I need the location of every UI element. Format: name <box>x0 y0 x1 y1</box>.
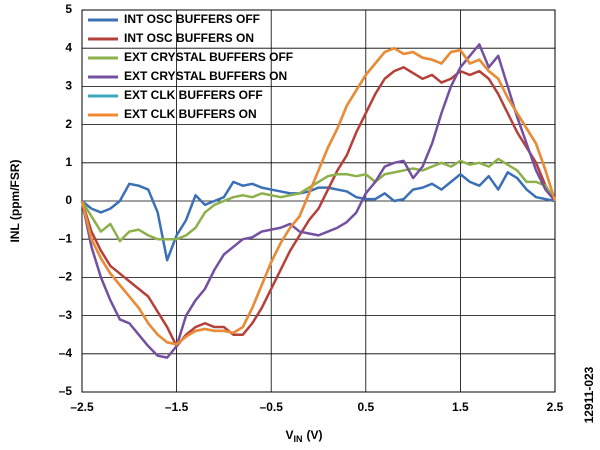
legend-label: EXT CLK BUFFERS ON <box>124 107 257 121</box>
y-tick-label: –5 <box>59 384 73 398</box>
figure-id: 12911-023 <box>582 366 596 423</box>
y-tick-label: 3 <box>65 79 72 93</box>
series-line <box>80 66 557 348</box>
y-tick-label: –3 <box>59 308 73 322</box>
series-line <box>80 46 557 346</box>
y-tick-label: –1 <box>59 231 73 245</box>
x-tick-label: –0.5 <box>260 400 284 414</box>
series-line <box>80 157 557 243</box>
series-line <box>80 43 556 359</box>
legend-label: EXT CRYSTAL BUFFERS ON <box>124 69 287 83</box>
x-tick-label: 1.5 <box>452 400 469 414</box>
y-axis-label: INL (ppm/FSR) <box>8 159 22 242</box>
x-label-main: V <box>285 428 293 442</box>
y-tick-label: 2 <box>65 117 72 131</box>
y-tick-label: 4 <box>65 40 72 54</box>
legend-label: INT OSC BUFFERS ON <box>124 31 254 45</box>
x-tick-label: 2.5 <box>547 400 564 414</box>
series-line <box>81 171 556 262</box>
y-tick-label: 0 <box>65 193 72 207</box>
legend-label: EXT CLK BUFFERS OFF <box>124 88 263 102</box>
legend-label: EXT CRYSTAL BUFFERS OFF <box>124 50 293 64</box>
legend-label: INT OSC BUFFERS OFF <box>124 12 260 26</box>
x-axis-label: VIN (V) <box>285 428 322 444</box>
y-tick-label: 1 <box>65 155 72 169</box>
y-tick-label: –2 <box>59 270 73 284</box>
y-tick-label: 5 <box>65 2 72 16</box>
x-label-subscript: IN <box>294 434 303 444</box>
x-label-unit: (V) <box>307 428 323 442</box>
y-tick-label: –4 <box>59 346 73 360</box>
x-tick-label: –2.5 <box>70 400 94 414</box>
x-tick-label: 0.5 <box>357 400 374 414</box>
x-tick-label: –1.5 <box>165 400 189 414</box>
